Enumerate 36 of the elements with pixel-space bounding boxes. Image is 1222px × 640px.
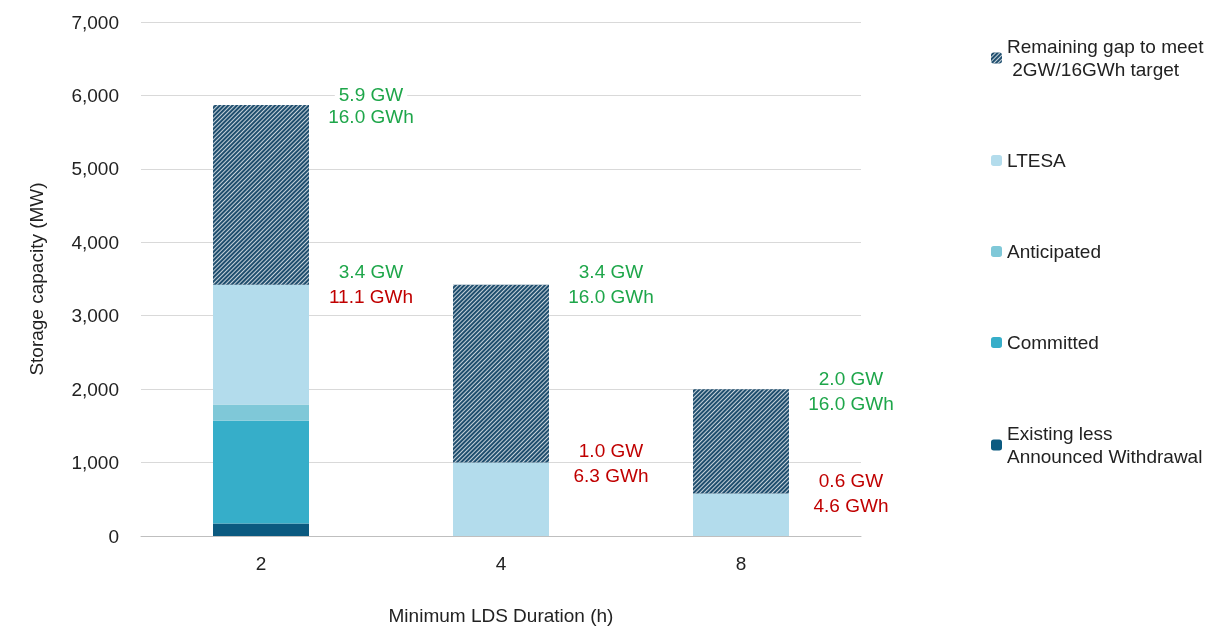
legend-label: Committed	[1007, 332, 1099, 353]
annotation: 3.4 GW	[338, 261, 404, 283]
bar	[213, 404, 309, 421]
y-tick-label: 0	[108, 525, 119, 547]
y-tick-label: 4,000	[71, 231, 119, 253]
legend-label: Existing less Announced Withdrawal	[1007, 423, 1203, 467]
legend-label: Anticipated	[1007, 241, 1102, 262]
y-tick-label: 7,000	[71, 11, 119, 33]
annotation: 2.0 GW	[818, 367, 884, 389]
annotation: 4.6 GWh	[813, 494, 889, 516]
bar	[213, 523, 309, 536]
y-tick-label: 3,000	[71, 305, 119, 327]
y-tick-label: 6,000	[71, 84, 119, 106]
x-tick-label: 4	[495, 553, 507, 574]
y-axis-title: Storage capacity (MW)	[26, 182, 47, 376]
x-axis-title: Minimum LDS Duration (h)	[388, 605, 614, 626]
y-tick-label: 1,000	[71, 452, 119, 474]
annotation: 16.0 GWh	[808, 392, 894, 414]
bar	[213, 284, 309, 405]
annotation: 11.1 GWh	[328, 286, 414, 308]
y-tick-label: 2,000	[71, 378, 119, 400]
annotation: 3.4 GW	[578, 261, 644, 283]
bar	[453, 462, 549, 536]
annotation: 5.9 GW	[338, 84, 404, 106]
bar	[213, 420, 309, 524]
legend-label: LTESA	[1007, 150, 1067, 171]
x-tick-label: 2	[255, 553, 267, 574]
annotation: 16.0 GWh	[328, 106, 414, 128]
y-tick-label: 5,000	[71, 158, 119, 180]
annotation: 16.0 GWh	[568, 286, 654, 308]
x-tick-label: 8	[735, 553, 747, 574]
bar	[693, 493, 789, 536]
annotation: 1.0 GW	[578, 439, 644, 461]
annotation: 6.3 GWh	[573, 464, 649, 486]
legend-label: Remaining gap to meet 2GW/16GWh target	[1007, 36, 1205, 80]
annotation: 0.6 GW	[818, 469, 884, 491]
